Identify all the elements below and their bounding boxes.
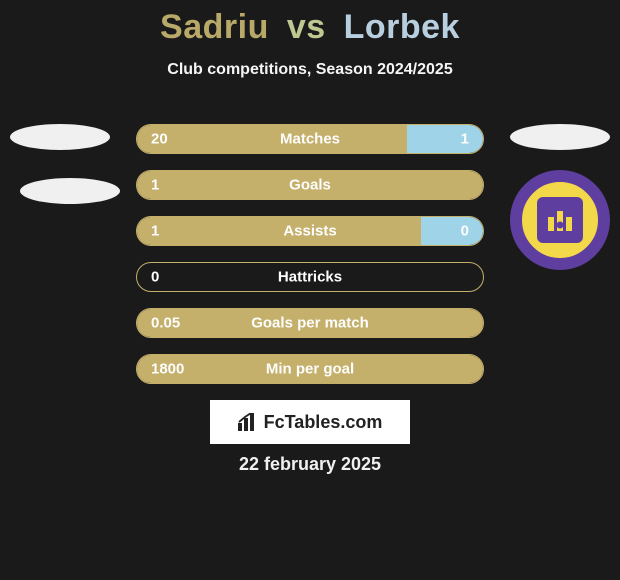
stat-row: 1800 Min per goal [136, 354, 484, 384]
stat-value-left: 1 [151, 177, 159, 194]
stat-label: Matches [280, 131, 340, 148]
subtitle-text: Club competitions, Season 2024/2025 [0, 61, 620, 79]
stat-label: Min per goal [266, 361, 354, 378]
stat-value-right: 0 [461, 223, 469, 240]
fill-right [421, 217, 483, 245]
stat-row: 20 Matches 1 [136, 124, 484, 154]
player2-name: Lorbek [344, 8, 460, 46]
player1-name: Sadriu [160, 8, 269, 46]
fill-left [137, 217, 421, 245]
avatar-placeholder-top-left [10, 124, 110, 150]
stat-row: 0.05 Goals per match [136, 308, 484, 338]
stat-label: Goals per match [251, 315, 369, 332]
stat-label: Goals [289, 177, 331, 194]
stat-rows: 20 Matches 1 1 Goals 1 Assists 0 0 Hattricks 0.05 G… [136, 124, 484, 400]
stat-row: 1 Assists 0 [136, 216, 484, 246]
stat-value-left: 1 [151, 223, 159, 240]
vs-text: vs [287, 8, 326, 46]
fctables-banner: FcTables.com [210, 400, 410, 444]
fill-right [407, 125, 483, 153]
stat-value-left: 0.05 [151, 315, 180, 332]
avatar-placeholder-mid-left [20, 178, 120, 204]
stat-label: Hattricks [278, 269, 342, 286]
fill-left [137, 125, 407, 153]
avatar-placeholder-top-right [510, 124, 610, 150]
stat-value-left: 0 [151, 269, 159, 286]
stat-label: Assists [283, 223, 336, 240]
fctables-brand-text: FcTables.com [264, 412, 383, 433]
stat-value-right: 1 [461, 131, 469, 148]
stat-value-left: 20 [151, 131, 168, 148]
chart-icon [238, 413, 258, 431]
comparison-title: Sadriu vs Lorbek [0, 0, 620, 47]
date-text: 22 february 2025 [239, 454, 381, 475]
club-badge [510, 170, 610, 270]
stat-row: 1 Goals [136, 170, 484, 200]
club-badge-inner-icon [537, 197, 583, 243]
stat-row: 0 Hattricks [136, 262, 484, 292]
stat-value-left: 1800 [151, 361, 184, 378]
